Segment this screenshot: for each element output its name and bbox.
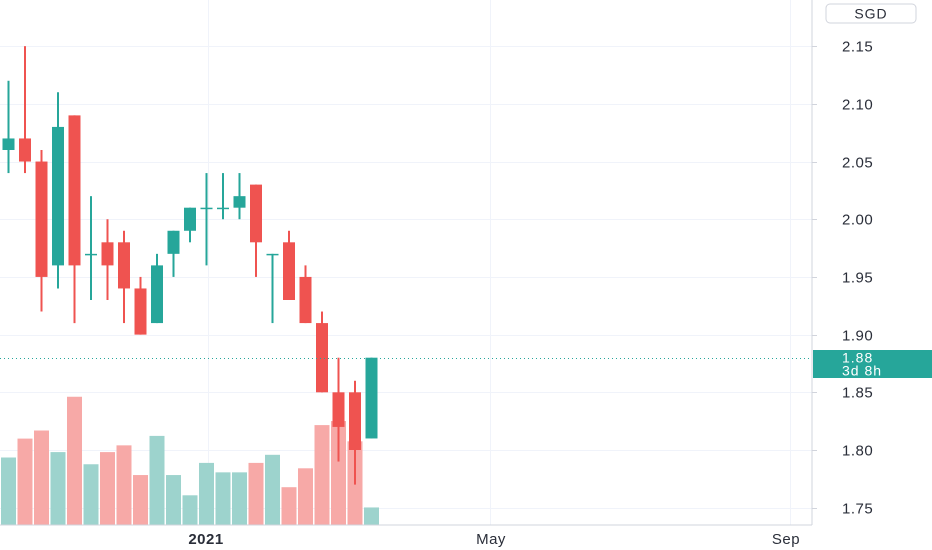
candle-up <box>184 207 196 243</box>
candle-body <box>19 138 31 162</box>
volume-bar <box>182 495 198 525</box>
candle-down <box>299 265 312 324</box>
volume-bars <box>1 396 379 525</box>
candle-body <box>167 230 180 254</box>
candle-body <box>184 207 196 231</box>
volume-bar <box>298 468 313 525</box>
candle-body <box>118 242 130 289</box>
last-price-tag: 1.88 3d 8h <box>813 350 932 379</box>
volume-bar <box>17 438 33 525</box>
candle-up <box>217 173 229 220</box>
candle-down <box>118 230 130 324</box>
candle-body <box>200 207 213 210</box>
volume-bar <box>248 462 264 525</box>
candle-body <box>134 288 147 335</box>
volume-bar <box>265 454 280 525</box>
grid-lines <box>0 0 812 525</box>
price-axis-tick-label: 1.80 <box>842 443 873 460</box>
candle-body <box>2 138 15 150</box>
price-axis-tick-label: 2.10 <box>842 97 873 114</box>
candle-body <box>316 323 328 393</box>
volume-bar <box>281 487 297 525</box>
last-price-tag-bg <box>813 350 932 378</box>
candlesticks <box>2 46 378 485</box>
candle-down <box>332 357 345 462</box>
volume-bar <box>331 421 346 525</box>
candle-down <box>134 276 147 335</box>
candle-up <box>365 357 378 439</box>
last-price-countdown: 3d 8h <box>842 363 882 379</box>
time-axis-tick-label: Sep <box>772 531 800 548</box>
volume-bar <box>116 445 132 525</box>
volume-bar <box>149 435 165 525</box>
candle-up <box>2 80 15 174</box>
candle-body <box>52 126 64 266</box>
volume-bar <box>215 472 231 525</box>
volume-bar <box>34 430 49 525</box>
candle-down <box>250 184 262 277</box>
candle-body <box>266 253 279 256</box>
candle-up <box>151 253 163 324</box>
volume-bar <box>166 475 181 525</box>
price-axis-tick-label: 1.95 <box>842 270 873 287</box>
candle-down <box>316 311 328 393</box>
candle-down <box>19 46 31 174</box>
candle-body <box>233 196 246 208</box>
candle-down <box>68 115 81 324</box>
price-axis-tick-label: 1.90 <box>842 328 873 345</box>
price-axis-tick-label: 2.15 <box>842 39 873 56</box>
candle-body <box>332 392 345 427</box>
candle-body <box>250 184 262 243</box>
time-axis-tick-label: May <box>476 531 506 548</box>
volume-bar <box>83 464 99 525</box>
candle-body <box>299 276 312 324</box>
volume-bar <box>364 507 379 525</box>
volume-bar <box>314 425 330 525</box>
volume-bar <box>199 462 214 525</box>
candle-down <box>349 380 361 485</box>
price-axis-tick-label: 2.05 <box>842 155 873 172</box>
price-axis-tick-label: 1.85 <box>842 385 873 402</box>
time-axis-tick-label: 2021 <box>188 531 223 548</box>
time-axis[interactable]: 2021 May Sep <box>188 531 800 548</box>
candle-up <box>233 173 246 220</box>
candle-body <box>151 265 163 324</box>
volume-bar <box>50 452 66 525</box>
volume-bar <box>67 396 82 525</box>
candle-up <box>266 253 279 324</box>
candle-body <box>283 242 295 300</box>
volume-bar <box>1 457 16 525</box>
candle-body <box>85 253 97 256</box>
candle-body <box>68 115 81 266</box>
candle-down <box>35 150 48 312</box>
candle-up <box>85 196 97 300</box>
price-axis[interactable]: 2.15 2.10 2.05 2.00 1.95 1.90 1.85 1.80 1.75 <box>812 39 873 518</box>
price-axis-tick-label: 1.75 <box>842 501 873 518</box>
currency-badge-label: SGD <box>854 6 887 22</box>
candle-down <box>101 219 114 300</box>
candle-down <box>283 230 295 300</box>
candle-body <box>101 242 114 266</box>
price-axis-tick-label: 2.00 <box>842 212 873 229</box>
candle-body <box>217 207 229 210</box>
candle-body <box>365 357 378 439</box>
volume-bar <box>232 472 247 525</box>
volume-bar <box>133 475 148 525</box>
candle-up <box>167 230 180 277</box>
candle-up <box>200 173 213 266</box>
currency-badge-box <box>825 3 917 24</box>
candle-body <box>349 392 361 450</box>
candle-up <box>52 92 64 289</box>
candle-body <box>35 161 48 277</box>
currency-badge[interactable]: SGD <box>825 3 917 24</box>
volume-bar <box>100 452 115 525</box>
last-price-value: 1.88 <box>842 350 873 366</box>
